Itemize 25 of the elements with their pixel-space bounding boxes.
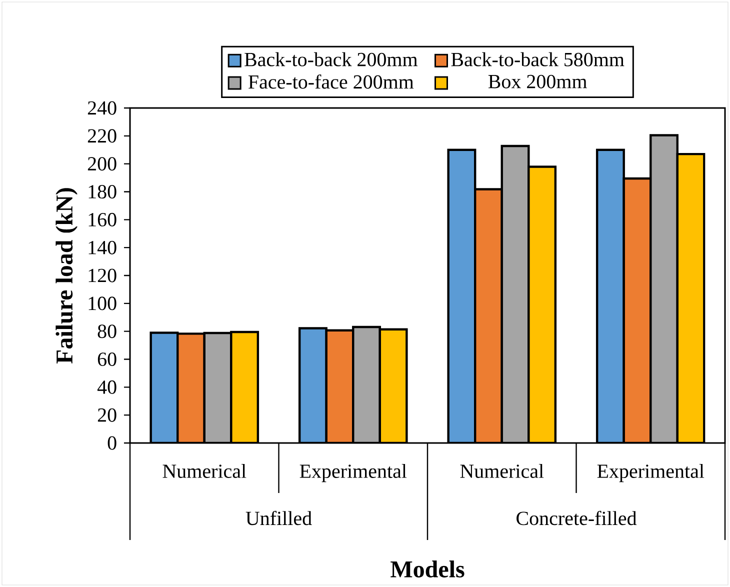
- x-tick-label: Numerical: [162, 464, 246, 478]
- y-tick-label: 140: [88, 240, 116, 254]
- legend-label: Back-to-back 200mm: [244, 52, 418, 66]
- y-tick-label: 200: [88, 157, 116, 171]
- y-tick-label: 80: [98, 324, 116, 338]
- legend-label: Face-to-face 200mm: [248, 74, 414, 89]
- y-tick-label: 0: [108, 436, 116, 450]
- text: Concrete-filled: [516, 510, 637, 526]
- y-tick-label: 20: [98, 408, 116, 422]
- legend-label: Back-to-back 580mm: [451, 52, 624, 66]
- y-tick-label: 240: [88, 101, 116, 115]
- y-tick-label: 40: [97, 380, 116, 394]
- y-tick-label: 120: [88, 268, 116, 282]
- x-tick-label: Experimental: [597, 464, 704, 482]
- y-axis-title: Failure load (kN): [56, 188, 78, 364]
- legend-label: Box 200mm: [488, 74, 587, 88]
- y-tick-label: 220: [88, 129, 116, 143]
- x-tick-label: Experimental: [300, 464, 407, 482]
- y-tick-label: 60: [98, 352, 116, 366]
- y-tick-label: 100: [88, 296, 116, 310]
- x-tick-label: Numerical: [460, 464, 544, 478]
- text: Unfilled: [246, 510, 312, 526]
- x-axis-title: Models: [390, 560, 464, 578]
- y-tick-label: 160: [88, 212, 116, 226]
- y-tick-label: 180: [88, 185, 116, 198]
